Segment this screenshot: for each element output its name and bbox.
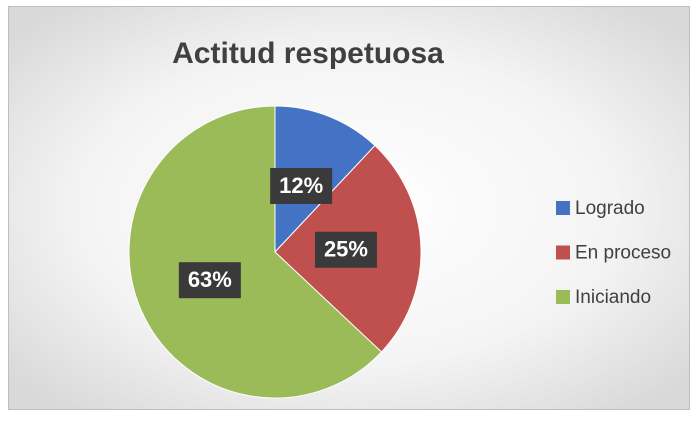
data-label-box: [178, 262, 241, 299]
pie-slice: [128, 105, 383, 399]
legend-label: Logrado: [575, 198, 645, 219]
legend-swatch: [556, 245, 570, 260]
legend-label: En proceso: [575, 243, 671, 264]
data-label-box: [314, 231, 377, 268]
legend-swatch: [556, 201, 570, 215]
legend-swatch: [556, 290, 570, 304]
data-label: 12%: [279, 173, 323, 198]
data-label: 63%: [188, 267, 232, 292]
data-label-box: [270, 167, 333, 204]
data-label: 25%: [324, 237, 368, 262]
chart-title: Actitud respetuosa: [172, 37, 444, 70]
legend-label: Iniciando: [575, 287, 651, 308]
